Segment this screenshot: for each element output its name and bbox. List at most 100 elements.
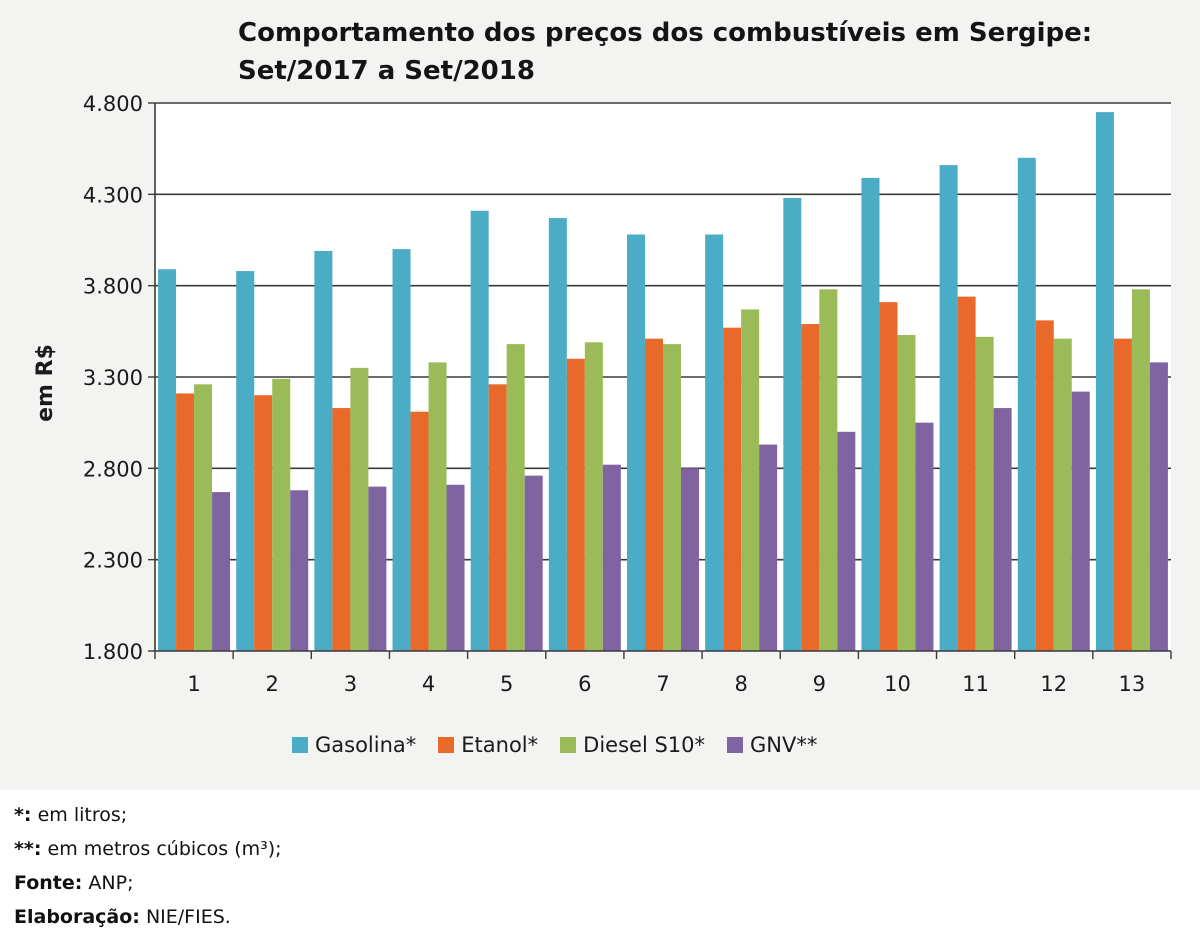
chart-title: Comportamento dos preços dos combustívei…: [238, 18, 1093, 86]
bar-gnv: [993, 408, 1012, 651]
bar-gnv: [759, 444, 778, 651]
bar-gasolina: [939, 165, 958, 651]
footnote-text: em litros;: [31, 804, 128, 826]
bar-etanol: [410, 411, 429, 651]
bar-diesels10: [272, 378, 291, 651]
bar-gasolina: [314, 250, 333, 651]
footnotes: *: em litros; **: em metros cúbicos (m³);…: [14, 798, 282, 934]
bar-etanol: [254, 395, 273, 651]
y-tick-label: 3.800: [83, 275, 143, 299]
x-tick-label: 9: [813, 672, 826, 696]
y-tick-label: 2.300: [83, 549, 143, 573]
x-tick-label: 5: [500, 672, 513, 696]
legend-item: Etanol*: [438, 733, 538, 757]
bar-gasolina: [470, 210, 489, 652]
y-tick-label: 3.300: [83, 366, 143, 390]
chart-panel: Comportamento dos preços dos combustívei…: [0, 0, 1200, 790]
footnote-key: *:: [14, 804, 32, 826]
legend-swatch: [438, 737, 455, 753]
bar-diesels10: [663, 344, 681, 651]
bar-gnv: [1149, 362, 1168, 651]
legend-swatch: [727, 737, 744, 753]
bar-diesels10: [1131, 289, 1150, 651]
bar-etanol: [957, 296, 976, 651]
y-tick-label: 1.800: [83, 640, 143, 664]
footnote-line: **: em metros cúbicos (m³);: [14, 832, 282, 866]
bar-gasolina: [236, 271, 255, 651]
bar-diesels10: [194, 384, 213, 651]
y-tick-label: 4.300: [83, 183, 143, 207]
x-tick-label: 1: [187, 672, 200, 696]
x-tick-label: 2: [266, 672, 279, 696]
bar-gnv: [524, 475, 543, 651]
x-tick-label: 7: [656, 672, 669, 696]
bar-gasolina: [548, 218, 567, 651]
x-tick-label: 8: [734, 672, 747, 696]
x-tick-label: 13: [1119, 672, 1146, 696]
bar-etanol: [801, 324, 820, 651]
bar-gnv: [915, 422, 934, 651]
x-tick-label: 3: [344, 672, 357, 696]
y-tick-label: 2.800: [83, 457, 143, 481]
bar-diesels10: [428, 362, 447, 651]
bar-diesels10: [975, 336, 994, 651]
legend-label: GNV**: [750, 733, 818, 757]
bar-gasolina: [861, 177, 880, 652]
bar-etanol: [176, 393, 195, 651]
bar-gasolina: [1017, 157, 1036, 652]
bar-gasolina: [1095, 112, 1114, 652]
bar-gasolina: [158, 269, 177, 651]
bar-diesels10: [1053, 338, 1072, 651]
bars: [158, 112, 1168, 652]
legend-swatch: [292, 737, 308, 753]
bar-etanol: [645, 338, 663, 651]
legend-label: Etanol*: [461, 733, 539, 757]
bar-gasolina: [627, 234, 645, 651]
footnote-line: Elaboração: NIE/FIES.: [14, 900, 282, 934]
footnote-text: ANP;: [82, 872, 134, 894]
bar-gnv: [368, 486, 387, 651]
bar-etanol: [1035, 320, 1054, 651]
bar-gnv: [290, 490, 309, 651]
bar-etanol: [566, 358, 585, 651]
x-tick-label: 4: [422, 672, 435, 696]
footnote-key: Fonte:: [14, 872, 83, 894]
legend-label: Gasolina*: [315, 733, 417, 757]
footnote-line: *: em litros;: [14, 798, 282, 832]
bar-gnv: [837, 431, 856, 651]
legend: Gasolina* Etanol* Diesel S10* GNV**: [292, 733, 839, 757]
bar-diesels10: [897, 334, 916, 651]
footnote-text: em metros cúbicos (m³);: [41, 838, 282, 860]
bar-gasolina: [783, 197, 802, 651]
y-axis-title: em R$: [33, 344, 58, 422]
x-tick-label: 10: [884, 672, 911, 696]
bar-etanol: [723, 327, 742, 651]
bar-etanol: [879, 302, 898, 651]
bar-etanol: [488, 384, 507, 651]
footnote-key: Elaboração:: [14, 906, 140, 928]
x-tick-label: 11: [962, 672, 989, 696]
legend-label: Diesel S10*: [583, 733, 706, 757]
footnote-text: NIE/FIES.: [139, 906, 231, 928]
bar-diesels10: [506, 344, 525, 651]
bar-etanol: [332, 408, 351, 651]
footnote-key: **:: [14, 838, 42, 860]
bar-gnv: [446, 484, 465, 651]
bar-gnv: [212, 492, 231, 651]
legend-item: Diesel S10*: [560, 733, 705, 757]
bar-gasolina: [705, 234, 724, 651]
y-tick-label: 4.800: [83, 92, 143, 116]
bar-gnv: [602, 464, 621, 651]
legend-item: Gasolina*: [292, 733, 416, 757]
x-tick-label: 12: [1040, 672, 1067, 696]
bar-diesels10: [819, 289, 838, 651]
bar-gasolina: [392, 249, 411, 651]
legend-item: GNV**: [727, 733, 817, 757]
footnote-line: Fonte: ANP;: [14, 866, 282, 900]
bar-gnv: [1071, 391, 1090, 651]
bar-diesels10: [584, 342, 603, 651]
bar-gnv: [681, 468, 699, 651]
legend-swatch: [560, 737, 577, 753]
bar-etanol: [1113, 338, 1132, 651]
